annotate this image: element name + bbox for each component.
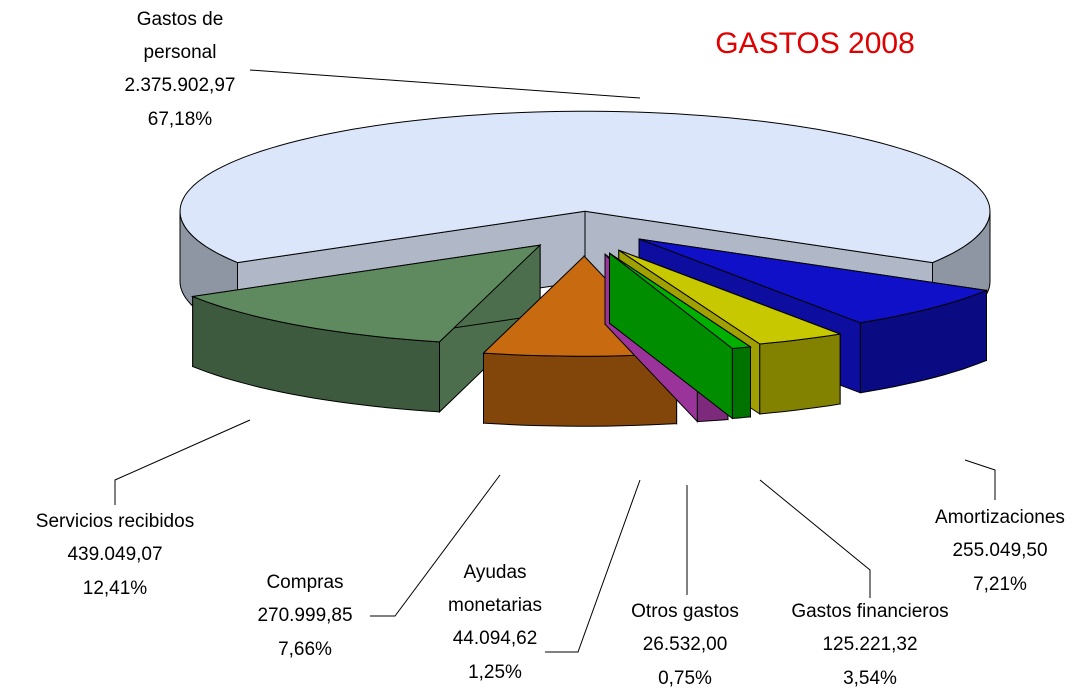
chart-title: GASTOS 2008 bbox=[715, 27, 915, 60]
percent-label: 12,41% bbox=[83, 578, 148, 599]
value-label: 255.049,50 bbox=[952, 540, 1047, 561]
slice-top bbox=[190, 244, 542, 343]
percent-label: 67,18% bbox=[148, 109, 213, 130]
slice-top bbox=[609, 252, 752, 350]
value-label: 44.094,62 bbox=[453, 628, 538, 649]
percent-label: 0,75% bbox=[658, 668, 712, 689]
slice-label: Otros gastos bbox=[631, 601, 739, 622]
slice-wall bbox=[759, 333, 841, 415]
leader-line bbox=[249, 69, 641, 99]
slice bbox=[609, 252, 752, 420]
value-label: 26.532,00 bbox=[643, 634, 728, 655]
leader-line bbox=[545, 479, 641, 653]
value-label: 125.221,32 bbox=[822, 634, 917, 655]
slice-label: Gastos de personal bbox=[137, 9, 224, 63]
value-label: 439.049,07 bbox=[67, 544, 162, 565]
label-line: personal bbox=[144, 42, 217, 63]
slice-label: Compras bbox=[266, 572, 343, 593]
leader-line bbox=[114, 419, 251, 505]
percent-label: 3,54% bbox=[843, 668, 897, 689]
label-line: monetarias bbox=[448, 595, 542, 616]
leader-line bbox=[964, 459, 996, 500]
slice-label: Amortizaciones bbox=[935, 507, 1065, 528]
label-line: Gastos de bbox=[137, 9, 224, 30]
slice-top bbox=[618, 249, 843, 345]
slice bbox=[190, 243, 542, 414]
label-line: Ayudas bbox=[463, 562, 526, 583]
leader-line bbox=[759, 479, 871, 598]
slice-top bbox=[638, 238, 989, 324]
percent-label: 1,25% bbox=[468, 662, 522, 683]
slice-label: Gastos financieros bbox=[791, 601, 948, 622]
value-label: 270.999,85 bbox=[257, 605, 352, 626]
slice-label: Servicios recibidos bbox=[36, 511, 194, 532]
value-label: 2.375.902,97 bbox=[125, 75, 236, 96]
slice-top bbox=[179, 110, 991, 264]
slice-wall bbox=[731, 346, 751, 420]
slice-label: Ayudas monetarias bbox=[448, 562, 542, 616]
leader-line bbox=[370, 474, 501, 617]
percent-label: 7,21% bbox=[973, 574, 1027, 595]
percent-label: 7,66% bbox=[278, 639, 332, 660]
